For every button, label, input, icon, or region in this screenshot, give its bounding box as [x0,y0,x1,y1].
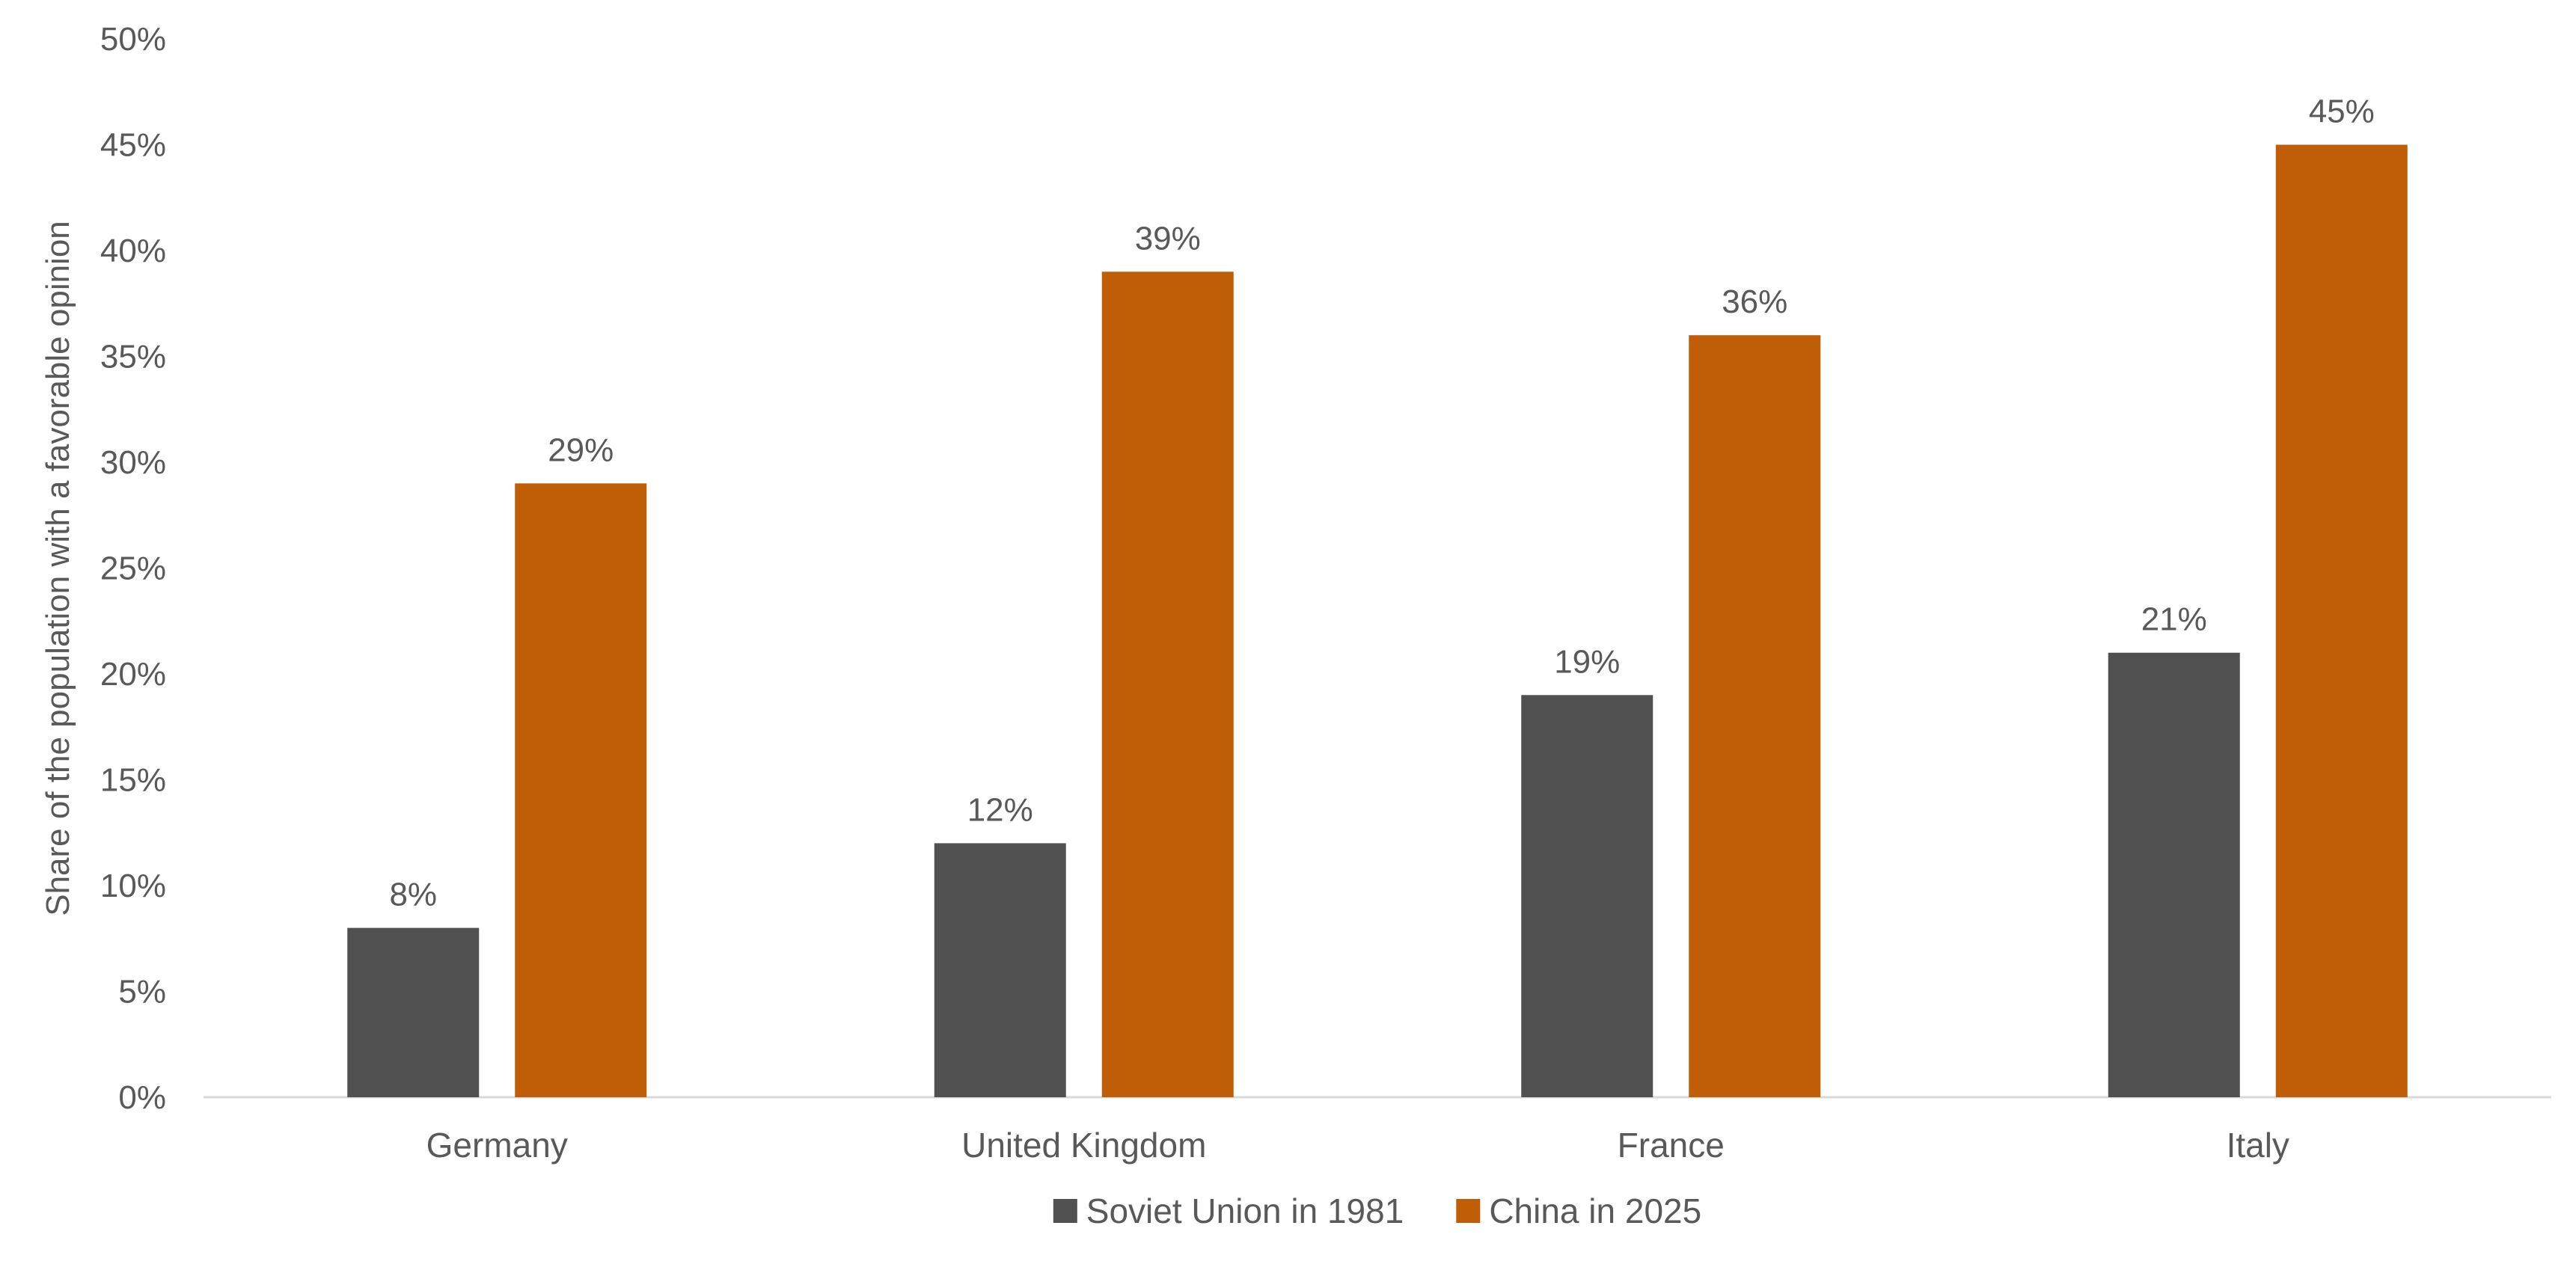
y-tick-label: 50% [100,21,166,58]
data-label: 45% [2309,93,2375,130]
y-tick-label: 10% [100,868,166,904]
y-tick-label: 35% [100,339,166,375]
data-label: 8% [389,877,437,913]
y-tick-label: 20% [100,656,166,693]
bar-china-in-2025-france [1689,335,1821,1097]
data-label: 29% [548,432,614,468]
legend-swatch [1053,1199,1077,1223]
y-tick-label: 15% [100,762,166,799]
legend-label: Soviet Union in 1981 [1086,1191,1404,1230]
y-axis-title: Share of the population with a favorable… [40,221,76,916]
bar-soviet-union-in-1981-france [1521,695,1653,1097]
x-category-label: France [1618,1126,1725,1165]
data-label: 36% [1722,283,1787,320]
y-tick-label: 25% [100,550,166,587]
data-label: 39% [1135,220,1201,257]
bar-soviet-union-in-1981-italy [2108,652,2240,1097]
data-label: 21% [2141,601,2207,638]
y-tick-label: 45% [100,127,166,164]
bar-soviet-union-in-1981-united-kingdom [934,843,1066,1097]
data-label: 19% [1554,643,1620,680]
y-tick-label: 5% [118,974,166,1010]
bar-soviet-union-in-1981-germany [347,927,480,1097]
x-category-label: Italy [2227,1126,2289,1165]
legend-label: China in 2025 [1489,1191,1701,1230]
data-label: 12% [967,791,1033,828]
x-axis-categories: Germany United Kingdom France Italy [426,1126,2289,1165]
bars [347,144,2408,1097]
bar-china-in-2025-italy [2275,144,2408,1097]
bar-china-in-2025-germany [515,483,647,1097]
legend-item: China in 2025 [1456,1191,1701,1230]
y-axis-ticks: 0% 5% 10% 15% 20% 25% 30% 35% 40% 45% 50% [100,21,166,1116]
y-tick-label: 30% [100,444,166,481]
legend-item: Soviet Union in 1981 [1053,1191,1404,1230]
y-tick-label: 0% [118,1079,166,1116]
y-tick-label: 40% [100,233,166,269]
legend: Soviet Union in 1981 China in 2025 [1053,1191,1701,1230]
legend-swatch [1456,1199,1481,1223]
data-labels: 8% 29% 12% 39% 19% 36% 21% 45% [389,93,2374,913]
x-category-label: Germany [426,1126,568,1165]
bar-china-in-2025-united-kingdom [1101,272,1234,1097]
x-category-label: United Kingdom [961,1126,1206,1165]
